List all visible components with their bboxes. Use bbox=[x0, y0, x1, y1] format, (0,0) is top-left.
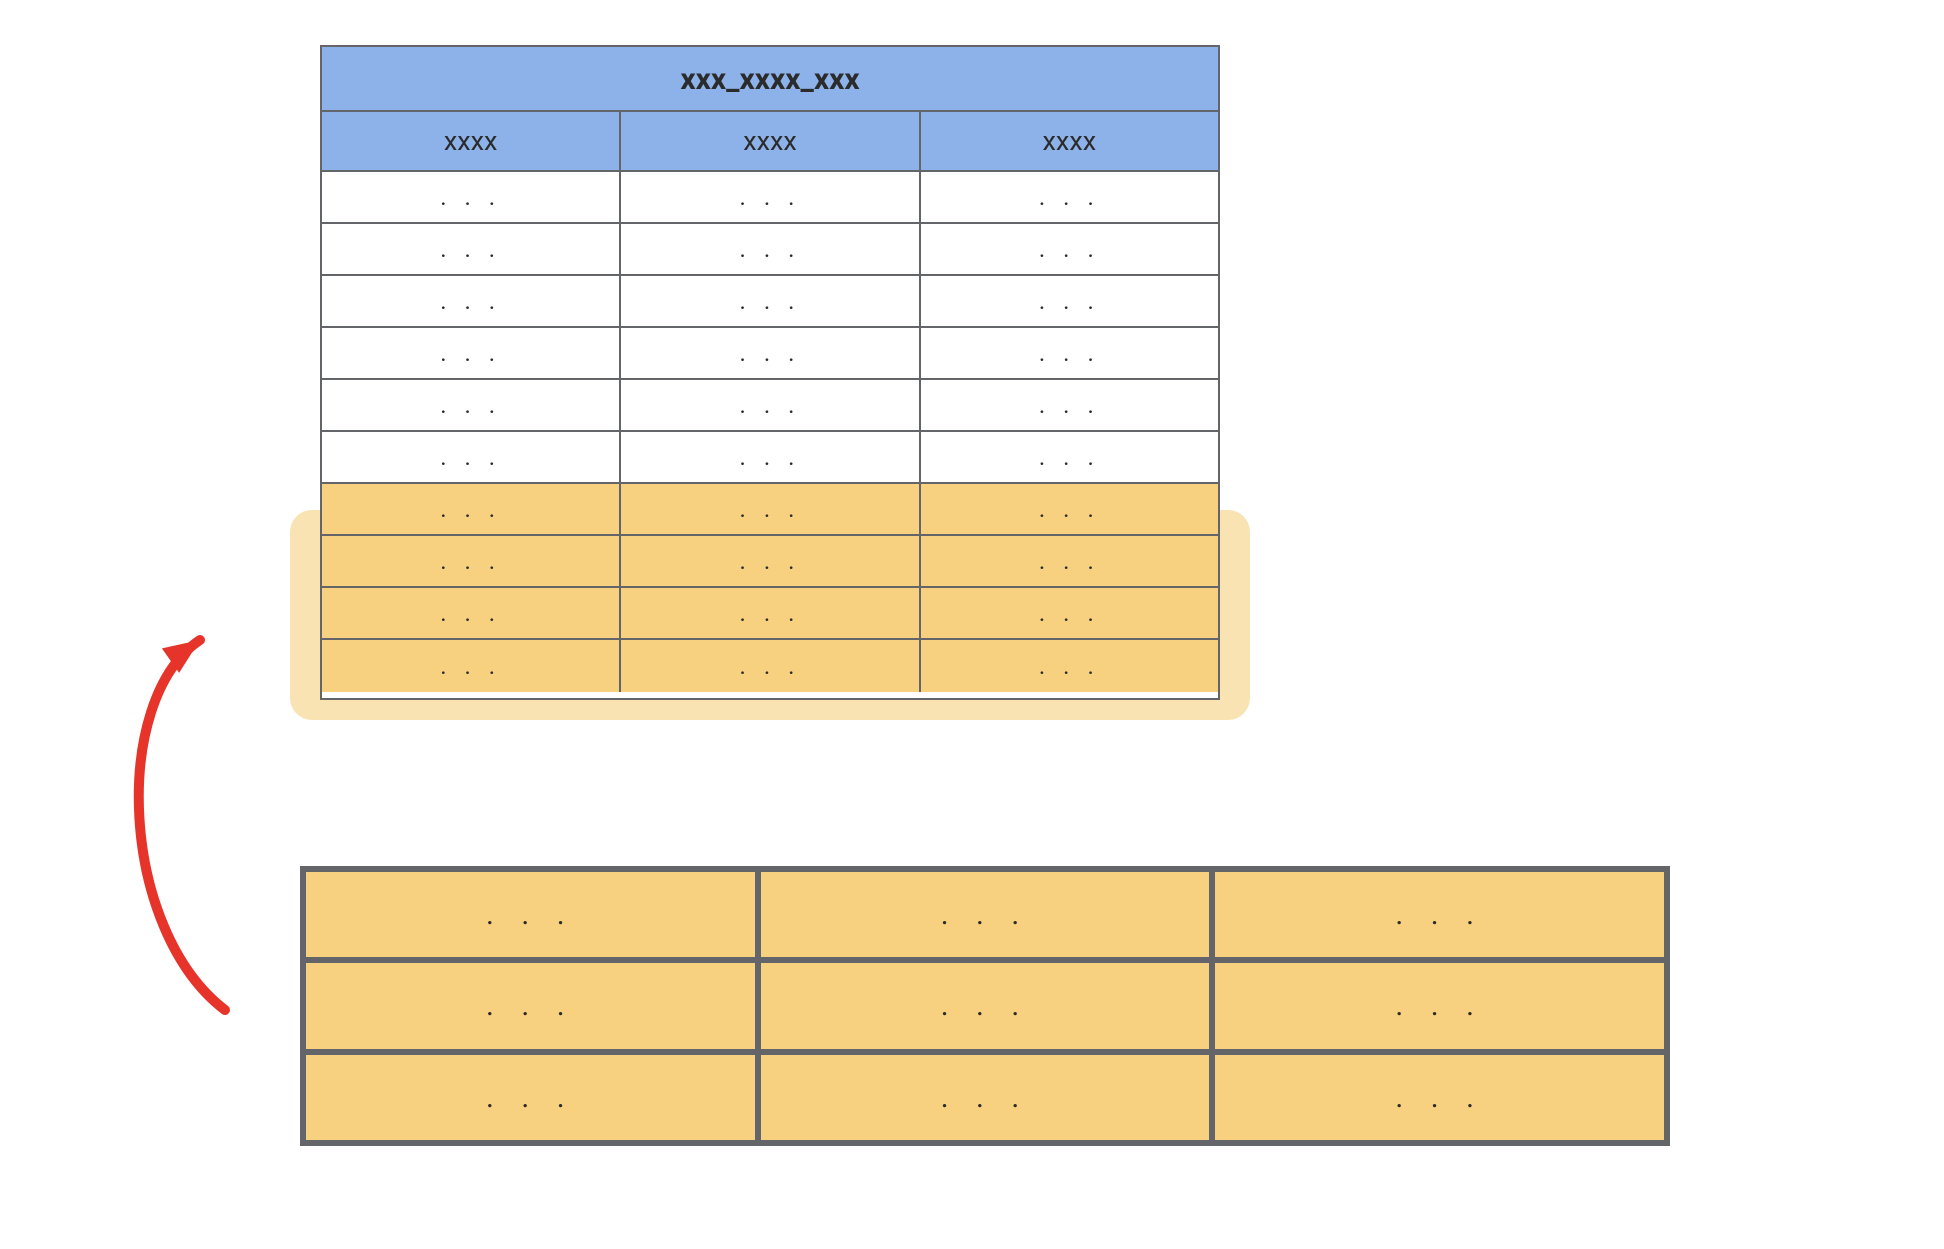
table-cell: . . . bbox=[322, 276, 621, 326]
table-cell: . . . bbox=[322, 588, 621, 638]
table-cell: . . . bbox=[621, 432, 920, 482]
table-cell: . . . bbox=[322, 380, 621, 430]
table-cell: . . . bbox=[322, 640, 621, 692]
table-row: . . .. . .. . . bbox=[322, 380, 1218, 432]
table-row: . . .. . .. . . bbox=[322, 640, 1218, 692]
table-cell: . . . bbox=[621, 172, 920, 222]
buffer-row: . . .. . .. . . bbox=[306, 1055, 1664, 1140]
buffer-cell: . . . bbox=[761, 1055, 1216, 1140]
buffer-cell: . . . bbox=[761, 963, 1216, 1048]
table-row: . . .. . .. . . bbox=[322, 172, 1218, 224]
table-cell: . . . bbox=[921, 432, 1218, 482]
column-header: xxxx bbox=[322, 112, 621, 170]
table-cell: . . . bbox=[921, 276, 1218, 326]
table-cell: . . . bbox=[621, 224, 920, 274]
buffer-row: . . .. . .. . . bbox=[306, 872, 1664, 963]
table-row: . . .. . .. . . bbox=[322, 328, 1218, 380]
table-cell: . . . bbox=[921, 536, 1218, 586]
table-row: . . .. . .. . . bbox=[322, 224, 1218, 276]
table-cell: . . . bbox=[921, 224, 1218, 274]
table-cell: . . . bbox=[921, 172, 1218, 222]
buffer-grid: . . .. . .. . .. . .. . .. . .. . .. . .… bbox=[300, 866, 1670, 1146]
table-cell: . . . bbox=[621, 484, 920, 534]
table-row: . . .. . .. . . bbox=[322, 588, 1218, 640]
buffer-cell: . . . bbox=[1215, 872, 1664, 957]
table-cell: . . . bbox=[322, 432, 621, 482]
table-cell: . . . bbox=[621, 536, 920, 586]
table-cell: . . . bbox=[621, 328, 920, 378]
diagram-canvas: xxx_xxxx_xxx xxxxxxxxxxxx . . .. . .. . … bbox=[0, 0, 1944, 1249]
table-cell: . . . bbox=[621, 276, 920, 326]
table-cell: . . . bbox=[921, 328, 1218, 378]
table-header-row: xxxxxxxxxxxx bbox=[322, 112, 1218, 172]
buffer-cell: . . . bbox=[306, 872, 761, 957]
table-cell: . . . bbox=[621, 640, 920, 692]
table-row: . . .. . .. . . bbox=[322, 536, 1218, 588]
table-cell: . . . bbox=[322, 328, 621, 378]
table-row: . . .. . .. . . bbox=[322, 484, 1218, 536]
table-cell: . . . bbox=[921, 380, 1218, 430]
table-cell: . . . bbox=[921, 640, 1218, 692]
buffer-cell: . . . bbox=[1215, 1055, 1664, 1140]
table-cell: . . . bbox=[322, 172, 621, 222]
table-cell: . . . bbox=[921, 484, 1218, 534]
buffer-cell: . . . bbox=[306, 1055, 761, 1140]
table-title: xxx_xxxx_xxx bbox=[322, 47, 1218, 112]
top-table: xxx_xxxx_xxx xxxxxxxxxxxx . . .. . .. . … bbox=[320, 45, 1220, 700]
buffer-cell: . . . bbox=[306, 963, 761, 1048]
table-cell: . . . bbox=[322, 484, 621, 534]
column-header: xxxx bbox=[921, 112, 1218, 170]
table-cell: . . . bbox=[621, 588, 920, 638]
buffer-cell: . . . bbox=[1215, 963, 1664, 1048]
buffer-cell: . . . bbox=[761, 872, 1216, 957]
table-cell: . . . bbox=[322, 536, 621, 586]
buffer-row: . . .. . .. . . bbox=[306, 963, 1664, 1054]
column-header: xxxx bbox=[621, 112, 920, 170]
table-row: . . .. . .. . . bbox=[322, 432, 1218, 484]
table-cell: . . . bbox=[921, 588, 1218, 638]
table-cell: . . . bbox=[621, 380, 920, 430]
table-row: . . .. . .. . . bbox=[322, 276, 1218, 328]
table-cell: . . . bbox=[322, 224, 621, 274]
